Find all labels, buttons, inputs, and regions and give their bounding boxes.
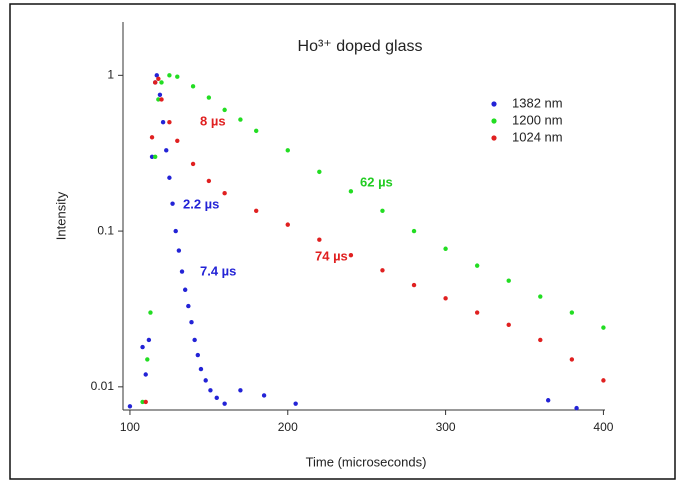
data-point (160, 120, 166, 125)
annotation: 8 µs (200, 113, 226, 128)
x-axis-label: Time (microseconds) (306, 454, 427, 469)
data-point (190, 161, 196, 167)
data-point (145, 357, 150, 362)
data-point (156, 97, 161, 102)
x-tick-label: 200 (278, 420, 298, 434)
data-point (164, 148, 169, 153)
data-point (190, 84, 196, 89)
data-point (182, 287, 188, 292)
data-point (208, 388, 213, 393)
data-point (189, 320, 194, 325)
data-point (195, 352, 201, 358)
data-point (203, 378, 208, 383)
data-point (506, 278, 511, 283)
data-point (206, 95, 212, 100)
data-point (176, 248, 182, 253)
data-point (285, 148, 290, 153)
data-point (569, 310, 575, 315)
data-point (411, 282, 417, 288)
data-point (261, 393, 267, 398)
data-point (140, 399, 145, 405)
data-point (127, 404, 133, 409)
data-point (157, 92, 163, 97)
data-point (222, 191, 227, 196)
data-point (198, 366, 204, 372)
data-point (167, 175, 172, 180)
legend-marker (491, 101, 497, 107)
data-point (569, 357, 575, 362)
legend-label: 1024 nm (512, 129, 563, 144)
data-point (146, 337, 152, 343)
data-point (167, 120, 172, 125)
data-point (206, 178, 212, 184)
y-axis-label: Intensity (53, 191, 68, 240)
x-tick-label: 300 (436, 420, 456, 434)
data-point (380, 268, 385, 273)
legend-label: 1200 nm (512, 112, 563, 127)
annotation: 62 µs (360, 174, 393, 189)
data-point (149, 154, 155, 159)
data-point (175, 74, 180, 79)
chart-title: Ho³⁺ doped glass (298, 38, 423, 55)
data-point (254, 208, 259, 213)
y-tick-label: 0.01 (91, 379, 115, 393)
data-point (506, 322, 511, 328)
data-point (179, 269, 185, 274)
frame (9, 3, 676, 480)
data-point (222, 107, 227, 113)
data-point (140, 344, 145, 350)
data-point (167, 73, 172, 78)
data-point (222, 401, 227, 406)
annotation: 7.4 µs (200, 263, 236, 278)
data-point (238, 117, 243, 122)
data-point (149, 135, 155, 140)
data-point (293, 401, 298, 406)
data-point (601, 325, 606, 330)
annotation: 2.2 µs (183, 196, 219, 211)
data-point (152, 80, 158, 85)
data-point (601, 378, 606, 383)
data-point (411, 228, 417, 234)
data-point (143, 372, 148, 377)
data-point (574, 405, 579, 411)
data-point (159, 80, 164, 85)
data-point (156, 76, 161, 82)
data-point (285, 222, 290, 227)
data-point (545, 398, 551, 403)
y-tick-label: 1 (107, 68, 114, 82)
data-point (173, 228, 178, 234)
data-point (538, 294, 543, 299)
data-point (443, 296, 448, 301)
legend-marker (491, 135, 497, 141)
data-point (317, 169, 322, 175)
data-point (186, 303, 191, 309)
x-tick-label: 100 (120, 420, 140, 434)
legend-label: 1382 nm (512, 95, 563, 110)
legend-marker (491, 118, 497, 124)
data-point (154, 73, 159, 78)
data-point (170, 201, 175, 206)
data-point (148, 310, 153, 315)
data-point (538, 337, 543, 343)
data-point (143, 399, 148, 405)
x-tick-label: 400 (593, 420, 613, 434)
data-point (317, 237, 322, 242)
data-point (192, 337, 197, 343)
data-point (348, 253, 354, 258)
data-point (175, 138, 180, 143)
y-tick-label: 0.1 (97, 223, 114, 237)
data-point (380, 208, 385, 213)
data-point (474, 263, 480, 268)
data-point (474, 310, 480, 315)
data-point (443, 246, 448, 251)
data-point (214, 395, 219, 401)
annotation: 74 µs (315, 248, 348, 263)
data-point (159, 97, 164, 102)
data-point (152, 154, 158, 159)
data-point (238, 388, 243, 393)
data-point (254, 128, 259, 134)
data-point (348, 189, 354, 194)
